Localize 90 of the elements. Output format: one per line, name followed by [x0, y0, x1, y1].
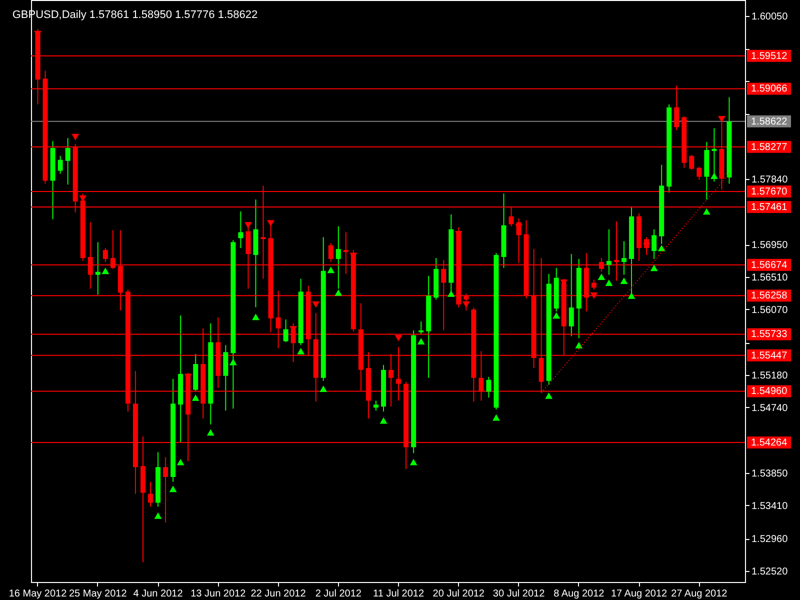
y-tick-label: 1.56950 [752, 240, 788, 252]
candlestick [58, 155, 63, 174]
ref-line-label: 1.55447 [751, 350, 788, 362]
y-tick-label: 1.60050 [752, 12, 788, 23]
y-tick-label: 1.53410 [752, 500, 788, 512]
x-tick-label: 8 Aug 2012 [554, 588, 605, 600]
point [718, 116, 726, 122]
y-tick-label: 1.56070 [752, 304, 788, 316]
candlestick [486, 376, 492, 398]
candlestick [712, 128, 717, 182]
x-tick-label: 27 Aug 2012 [671, 588, 728, 600]
point [605, 280, 613, 286]
ref-line-label: 1.59512 [751, 50, 788, 62]
point [206, 429, 214, 436]
point [642, 242, 650, 250]
point [710, 172, 718, 179]
x-tick-label: 4 Jun 2012 [133, 588, 184, 600]
ref-line-label: 1.54264 [751, 437, 788, 448]
point [267, 220, 274, 227]
ref-line-label: 1.56674 [751, 260, 788, 271]
y-tick-label: 1.54740 [752, 402, 788, 414]
point [252, 314, 260, 320]
point [327, 266, 335, 274]
candlestick [163, 456, 168, 524]
candlestick [591, 279, 596, 290]
candlestick [102, 248, 108, 262]
y-tick-label: 1.53850 [752, 468, 788, 480]
ref-line-label: 1.58277 [751, 142, 788, 153]
x-tick-label: 2 Jul 2012 [315, 588, 362, 600]
ref-line-label: 1.57461 [751, 202, 788, 213]
y-tick-label: 1.57840 [752, 174, 788, 186]
point [628, 292, 636, 299]
candlestick [568, 254, 574, 337]
point [702, 208, 710, 215]
point [297, 348, 305, 354]
point [462, 301, 470, 308]
candlestick [696, 166, 702, 180]
candlestick [621, 240, 626, 276]
ref-line-label: 1.56258 [751, 290, 788, 302]
point [410, 458, 418, 466]
x-tick-label: 13 Jun 2012 [190, 588, 246, 600]
point [320, 386, 328, 392]
point [552, 312, 560, 319]
x-tick-label: 22 Jun 2012 [250, 588, 306, 600]
x-tick-label: 16 May 2012 [8, 588, 68, 600]
point [417, 338, 425, 344]
candlestick [283, 318, 288, 343]
point [598, 274, 606, 280]
point [244, 222, 252, 228]
point [72, 134, 80, 140]
point [620, 278, 628, 284]
ref-line-label: 1.57670 [751, 186, 788, 198]
ref-line-label: 1.59066 [751, 84, 788, 95]
point [545, 392, 553, 399]
point [590, 292, 598, 299]
x-tick-label: 20 Jul 2012 [432, 588, 485, 600]
point [169, 486, 177, 492]
point [229, 358, 237, 366]
point [658, 244, 666, 252]
point [447, 290, 455, 297]
y-tick-label: 1.52520 [752, 566, 788, 578]
point [650, 264, 658, 272]
x-tick-label: 30 Jul 2012 [492, 588, 546, 600]
point [334, 289, 342, 296]
point [394, 335, 402, 342]
point [176, 458, 184, 466]
ref-line-label: 1.54960 [751, 386, 788, 398]
x-tick-label: 25 May 2012 [68, 588, 128, 600]
point [380, 417, 388, 424]
candlestick [328, 242, 334, 262]
candlestick [238, 210, 244, 249]
point [102, 268, 110, 274]
candlestick [606, 228, 612, 276]
point [312, 301, 320, 308]
point [575, 342, 583, 348]
y-tick-label: 1.52960 [752, 534, 788, 546]
x-tick-label: 17 Aug 2012 [610, 588, 668, 600]
candlestick [418, 320, 424, 335]
x-tick-label: 11 Jul 2012 [373, 588, 424, 600]
point [492, 414, 500, 421]
point [154, 512, 162, 519]
ref-line-label: 1.55733 [751, 329, 788, 340]
y-tick-label: 1.56510 [752, 272, 788, 284]
candlestick [373, 400, 378, 412]
y-tick-label: 1.55180 [752, 370, 788, 382]
candlestick [148, 481, 153, 508]
ref-line-label: 1.58622 [751, 116, 788, 128]
point [192, 394, 200, 401]
candlestick [689, 154, 694, 170]
candlestick [65, 138, 70, 186]
